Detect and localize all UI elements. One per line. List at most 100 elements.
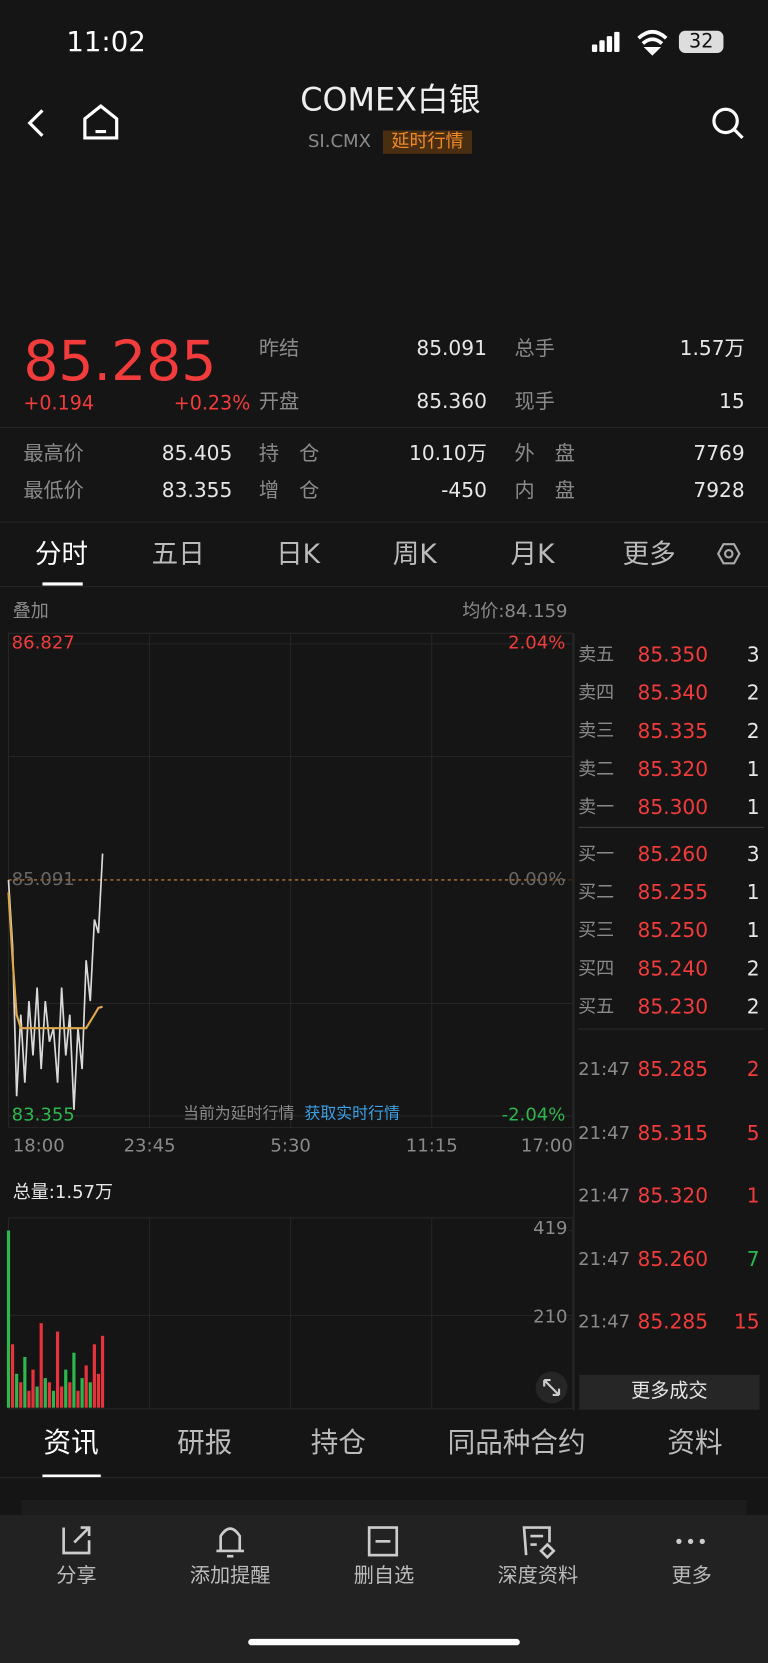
trade-qty: 2 bbox=[746, 1058, 760, 1082]
toolbar-button[interactable]: 添加提醒 bbox=[189, 1564, 271, 1588]
stat-value: -450 bbox=[441, 478, 487, 503]
book-price: 85.250 bbox=[637, 919, 709, 943]
info-tab[interactable]: 资料 bbox=[667, 1427, 723, 1460]
info-tab[interactable]: 研报 bbox=[177, 1427, 233, 1460]
y-tick-label: 419 bbox=[533, 1218, 568, 1240]
volume-bar bbox=[88, 1382, 92, 1408]
volume-bar bbox=[6, 1230, 11, 1408]
status-time: 11:02 bbox=[66, 26, 146, 59]
last-price: 85.285 bbox=[23, 329, 217, 394]
book-qty: 1 bbox=[746, 880, 760, 905]
book-qty: 2 bbox=[746, 957, 760, 981]
stat-label: 内 盘 bbox=[514, 478, 575, 503]
more-trades-bg[interactable] bbox=[579, 1374, 760, 1410]
book-price: 85.255 bbox=[637, 880, 709, 905]
toolbar-button[interactable]: 更多 bbox=[671, 1564, 712, 1588]
trade-time: 21:47 bbox=[578, 1185, 631, 1207]
home-icon[interactable] bbox=[83, 104, 119, 140]
chart-tab[interactable]: 月K bbox=[510, 538, 555, 570]
stat-label: 最低价 bbox=[23, 478, 84, 503]
book-label: 买三 bbox=[578, 920, 615, 942]
more-trades-button[interactable]: 更多成交 bbox=[631, 1380, 708, 1403]
trade-price: 85.285 bbox=[637, 1310, 709, 1334]
book-label: 买五 bbox=[578, 996, 615, 1018]
stat-value: 83.355 bbox=[161, 478, 233, 503]
stat-label: 现手 bbox=[514, 389, 555, 414]
x-tick-label: 18:00 bbox=[12, 1135, 65, 1157]
search-icon[interactable] bbox=[712, 107, 744, 140]
volume-total: 总量:1.57万 bbox=[12, 1182, 114, 1204]
toolbar-button[interactable]: 分享 bbox=[56, 1564, 97, 1588]
price-line bbox=[7, 853, 104, 1110]
stat-value: 1.57万 bbox=[679, 336, 745, 361]
signal-icon bbox=[591, 31, 620, 52]
y2-tick-label: 0.00% bbox=[508, 868, 566, 891]
x-tick-label: 17:00 bbox=[520, 1135, 573, 1157]
stat-label: 持 仓 bbox=[258, 441, 320, 466]
book-price: 85.320 bbox=[637, 757, 709, 782]
expand-icon[interactable] bbox=[535, 1371, 568, 1404]
volume-bar bbox=[80, 1378, 84, 1408]
wifi-icon bbox=[637, 29, 668, 56]
stat-value: 7769 bbox=[693, 441, 745, 466]
volume-bar bbox=[43, 1378, 47, 1408]
volume-bar bbox=[68, 1382, 72, 1408]
stat-value: 10.10万 bbox=[409, 441, 487, 466]
trade-price: 85.320 bbox=[637, 1184, 709, 1208]
chart-tab[interactable]: 五日 bbox=[151, 538, 205, 570]
info-tab[interactable]: 同品种合约 bbox=[447, 1427, 586, 1460]
realtime-link[interactable]: 获取实时行情 bbox=[304, 1103, 400, 1123]
book-qty: 2 bbox=[746, 995, 760, 1019]
volume-bar bbox=[31, 1369, 35, 1408]
y-tick-label: 85.091 bbox=[11, 868, 75, 891]
book-label: 买二 bbox=[578, 882, 615, 904]
stat-value: 85.091 bbox=[416, 336, 487, 361]
book-price: 85.340 bbox=[637, 681, 709, 705]
x-tick-label: 5:30 bbox=[270, 1135, 311, 1157]
volume-bar bbox=[60, 1386, 64, 1408]
info-tab[interactable]: 持仓 bbox=[310, 1427, 366, 1460]
stat-label: 最高价 bbox=[23, 441, 84, 466]
book-label: 卖三 bbox=[578, 720, 615, 743]
toolbar-button[interactable]: 深度资料 bbox=[497, 1564, 579, 1588]
stat-label: 昨结 bbox=[258, 336, 300, 361]
volume-bar bbox=[35, 1386, 39, 1408]
volume-bar bbox=[84, 1365, 88, 1408]
trade-time: 21:47 bbox=[578, 1311, 631, 1333]
trade-qty: 5 bbox=[746, 1121, 760, 1145]
avg-price: 均价:84.159 bbox=[462, 600, 568, 623]
book-price: 85.335 bbox=[637, 719, 709, 744]
back-icon[interactable] bbox=[27, 109, 44, 137]
settings-icon[interactable] bbox=[716, 543, 741, 565]
chart-tab[interactable]: 周K bbox=[392, 538, 437, 570]
y-tick-label: 210 bbox=[533, 1306, 568, 1328]
overlay-button[interactable]: 叠加 bbox=[12, 600, 49, 623]
stat-label: 开盘 bbox=[258, 389, 300, 414]
volume-bar bbox=[76, 1390, 80, 1408]
price-change-pct: +0.23% bbox=[173, 392, 251, 415]
volume-bar bbox=[55, 1331, 60, 1408]
book-label: 卖一 bbox=[578, 797, 615, 819]
chart-tab[interactable]: 分时 bbox=[34, 538, 89, 570]
y2-tick-label: 2.04% bbox=[508, 632, 566, 654]
page-title: COMEX白银 bbox=[300, 81, 481, 119]
book-qty: 1 bbox=[746, 757, 760, 782]
badge-bg bbox=[382, 130, 473, 154]
book-label: 卖四 bbox=[578, 682, 615, 704]
trade-time: 21:47 bbox=[578, 1122, 631, 1144]
chart-tab[interactable]: 更多 bbox=[622, 538, 676, 570]
volume-bar bbox=[64, 1369, 68, 1408]
info-tab[interactable]: 资讯 bbox=[43, 1427, 99, 1460]
toolbar-bg bbox=[0, 1514, 768, 1663]
x-tick-label: 11:15 bbox=[405, 1135, 458, 1157]
toolbar-button[interactable]: 删自选 bbox=[353, 1564, 415, 1588]
book-price: 85.240 bbox=[637, 957, 709, 981]
symbol-code: SI.CMX bbox=[307, 131, 371, 153]
stat-label: 外 盘 bbox=[514, 441, 575, 466]
trade-qty: 15 bbox=[733, 1310, 760, 1334]
price-change: +0.194 bbox=[23, 392, 95, 415]
chart-tab[interactable]: 日K bbox=[276, 538, 321, 570]
y-tick-label: 83.355 bbox=[11, 1104, 75, 1127]
